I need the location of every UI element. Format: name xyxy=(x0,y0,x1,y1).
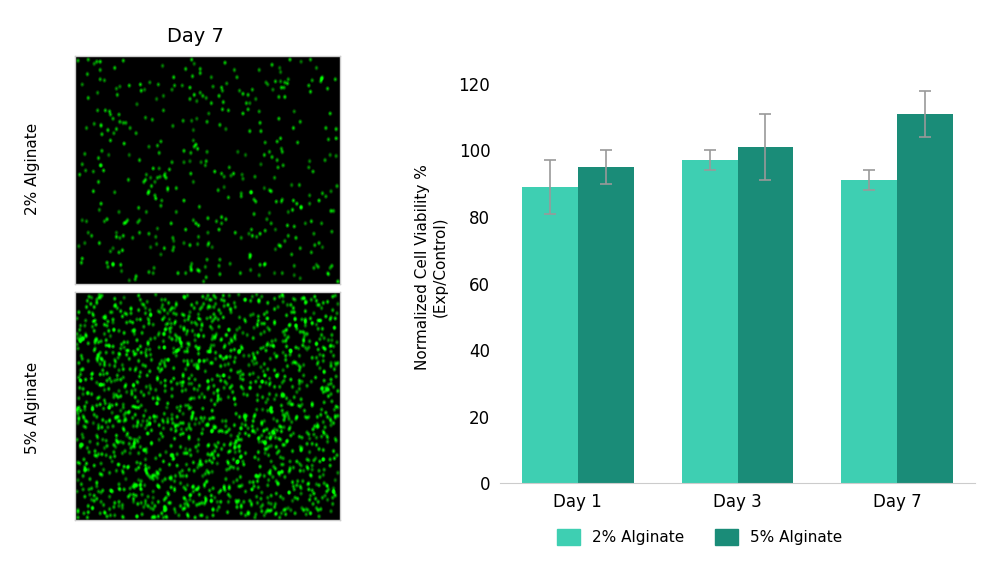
Bar xyxy=(841,180,897,483)
Bar xyxy=(522,187,578,483)
Bar xyxy=(682,160,738,483)
Text: 5% Alginate: 5% Alginate xyxy=(24,361,40,454)
Bar xyxy=(738,147,793,483)
Text: Day 7: Day 7 xyxy=(167,27,223,46)
Text: 2% Alginate: 2% Alginate xyxy=(24,123,40,215)
Y-axis label: Normalized Cell Viability %
(Exp/Control): Normalized Cell Viability % (Exp/Control… xyxy=(415,164,447,370)
Bar xyxy=(578,167,634,483)
Bar xyxy=(897,114,953,483)
Legend: 2% Alginate, 5% Alginate: 2% Alginate, 5% Alginate xyxy=(551,523,848,551)
